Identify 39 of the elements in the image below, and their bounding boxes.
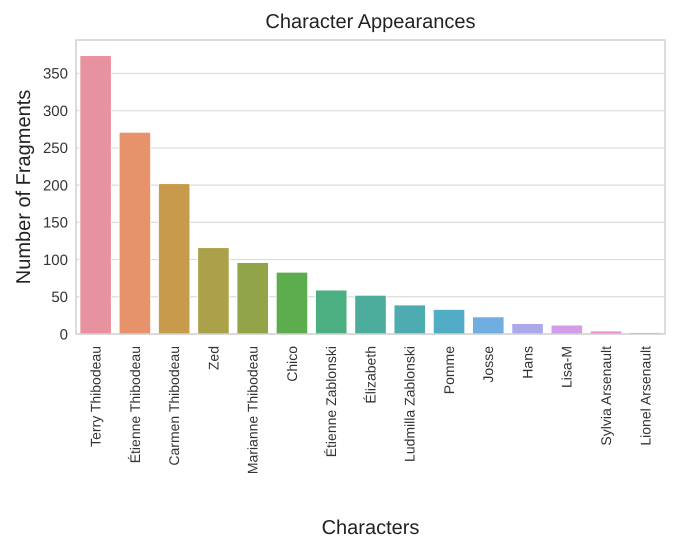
x-tick-label: Josse: [480, 346, 496, 383]
y-tick-label: 100: [42, 252, 68, 269]
y-axis-title: Number of Fragments: [13, 90, 35, 284]
y-tick-label: 300: [42, 102, 68, 120]
bar: [118, 132, 152, 334]
y-tick-label: 200: [42, 177, 68, 194]
x-tick-label: Marianne Thibodeau: [244, 346, 261, 474]
y-tick-label: 150: [42, 214, 68, 232]
bar: [432, 309, 466, 334]
y-tick-label: 0: [60, 326, 68, 344]
x-tick-label: Pomme: [440, 346, 457, 394]
x-tick-label: Lisa-M: [558, 346, 575, 388]
bar: [354, 294, 387, 334]
y-tick-label: 350: [42, 66, 68, 83]
x-tick-label: Étienne Zablonski: [323, 346, 340, 458]
bar: [158, 183, 190, 334]
x-tick-label: Ludmilla Zablonski: [402, 346, 418, 462]
x-tick-label: Élizabeth: [362, 346, 378, 404]
x-axis-title: Characters: [322, 517, 420, 539]
bar: [236, 262, 269, 334]
bar: [511, 323, 544, 334]
x-tick-label: Chico: [284, 346, 300, 382]
x-tick-label: Sylvia Arsenault: [598, 346, 614, 446]
x-tick-label: Hans: [519, 346, 536, 379]
x-tick-label: Lionel Arsenault: [637, 346, 654, 446]
x-tick-label: Étienne Thibodeau: [126, 346, 143, 464]
bar: [394, 304, 426, 334]
bar: [472, 316, 504, 334]
x-tick-label: Carmen Thibodeau: [166, 346, 182, 466]
bar: [197, 247, 230, 334]
y-tick-label: 250: [42, 140, 68, 158]
x-tick-label: Terry Thibodeau: [88, 346, 104, 447]
bar: [80, 55, 112, 334]
y-tick-label: 50: [51, 289, 68, 306]
bar: [315, 290, 348, 334]
x-tick-label: Zed: [205, 346, 222, 370]
bar: [550, 324, 583, 334]
chart-title: Character Appearances: [265, 11, 476, 33]
bar: [276, 272, 308, 334]
